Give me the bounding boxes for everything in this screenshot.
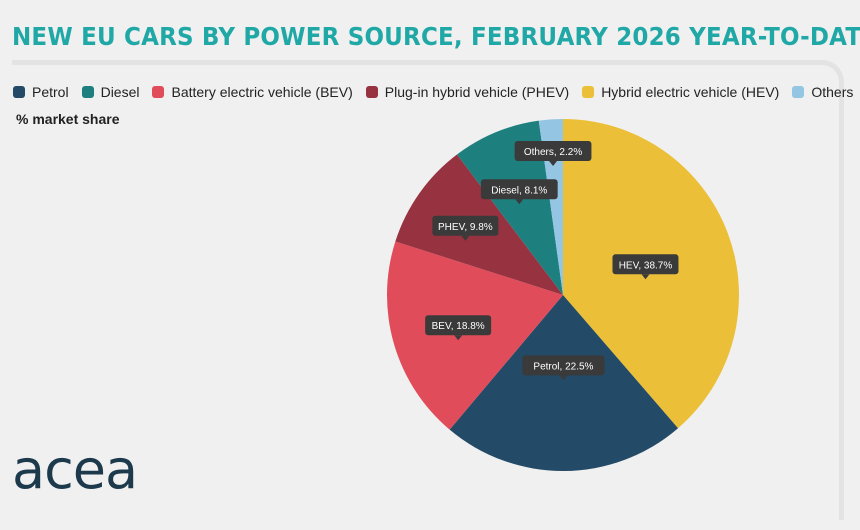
data-label-text-hev: HEV, 38.7% (619, 260, 673, 271)
pie-slice-diesel[interactable] (456, 120, 563, 295)
data-label-box-phev (432, 215, 499, 236)
legend-label-others: Others (811, 84, 854, 100)
data-label-pointer-hev (641, 274, 650, 280)
legend: Petrol Diesel Battery electric vehicle (… (13, 84, 860, 100)
legend-item-bev[interactable]: Battery electric vehicle (BEV) (152, 84, 353, 100)
legend-label-petrol: Petrol (32, 84, 69, 100)
data-label-others: Others, 2.2% (514, 141, 592, 167)
chart-title: NEW EU CARS BY POWER SOURCE, FEBRUARY 20… (12, 22, 860, 51)
legend-label-hev: Hybrid electric vehicle (HEV) (601, 84, 780, 100)
legend-swatch-others (792, 86, 805, 98)
data-label-pointer-bev (454, 335, 463, 341)
data-label-bev: BEV, 18.8% (425, 315, 492, 341)
pie-slice-petrol[interactable] (449, 295, 679, 472)
legend-item-phev[interactable]: Plug-in hybrid vehicle (PHEV) (365, 84, 570, 100)
pie-slice-bev[interactable] (387, 241, 563, 430)
legend-swatch-diesel (81, 86, 94, 98)
legend-label-diesel: Diesel (100, 84, 140, 100)
legend-swatch-phev (365, 86, 378, 98)
legend-swatch-hev (582, 86, 595, 98)
data-label-pointer-petrol (559, 375, 568, 381)
data-label-diesel: Diesel, 8.1% (480, 179, 558, 205)
chart-frame (12, 60, 844, 520)
data-label-box-diesel (480, 179, 558, 200)
acea-logo-text: acea (12, 438, 137, 496)
legend-label-bev: Battery electric vehicle (BEV) (171, 84, 353, 100)
data-label-box-others (514, 141, 592, 162)
data-label-hev: HEV, 38.7% (612, 254, 679, 280)
data-label-text-bev: BEV, 18.8% (432, 321, 485, 332)
legend-item-hev[interactable]: Hybrid electric vehicle (HEV) (582, 84, 779, 100)
data-label-text-phev: PHEV, 9.8% (438, 222, 493, 233)
legend-item-diesel[interactable]: Diesel (81, 84, 140, 100)
data-label-text-others: Others, 2.2% (524, 147, 582, 158)
data-label-petrol: Petrol, 22.5% (522, 355, 605, 381)
pie-slice-others[interactable] (538, 119, 563, 295)
data-label-pointer-diesel (515, 199, 524, 205)
acea-logo: acea (12, 438, 138, 496)
data-label-box-hev (612, 254, 679, 275)
legend-swatch-bev (152, 86, 165, 98)
legend-item-petrol[interactable]: Petrol (13, 84, 69, 100)
legend-label-phev: Plug-in hybrid vehicle (PHEV) (384, 84, 570, 100)
data-label-text-diesel: Diesel, 8.1% (491, 185, 547, 196)
data-label-text-petrol: Petrol, 22.5% (533, 361, 593, 372)
legend-swatch-petrol (13, 86, 25, 98)
data-label-pointer-phev (461, 235, 470, 241)
data-label-box-petrol (522, 355, 605, 376)
legend-item-others[interactable]: Others (792, 84, 853, 100)
data-label-pointer-others (549, 161, 558, 167)
data-label-box-bev (425, 315, 492, 336)
chart-subtitle: % market share (16, 111, 120, 127)
data-label-phev: PHEV, 9.8% (432, 215, 499, 241)
